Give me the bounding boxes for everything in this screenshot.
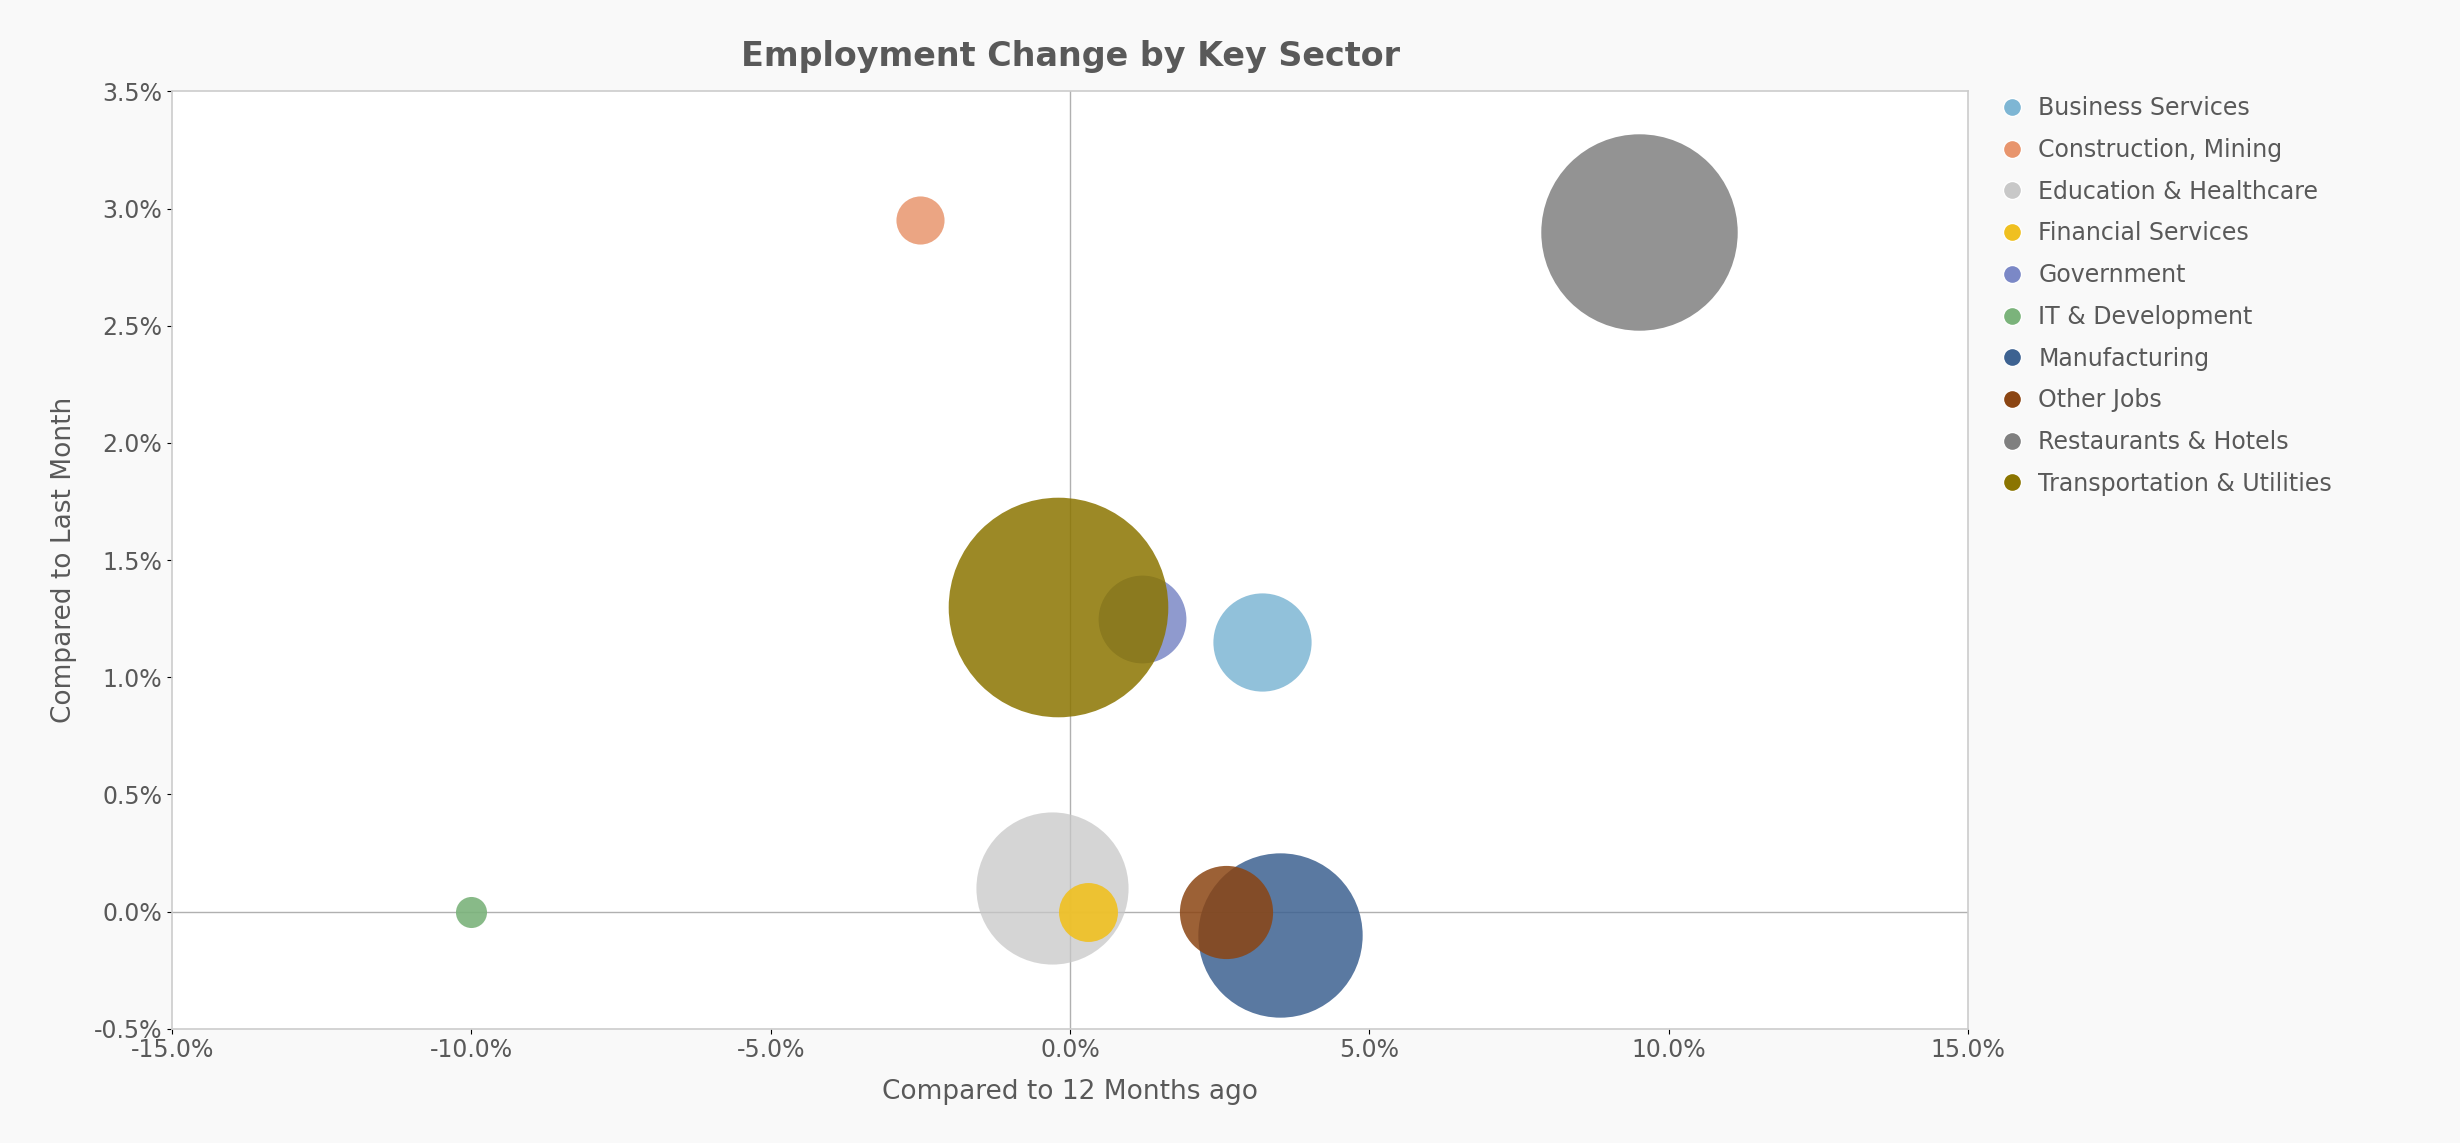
Point [1242, 633, 1282, 652]
Point [1122, 609, 1161, 628]
Point [1068, 903, 1107, 921]
Title: Employment Change by Key Sector: Employment Change by Key Sector [740, 40, 1400, 73]
Point [1260, 926, 1299, 944]
Point [1205, 903, 1245, 921]
Point [1619, 223, 1658, 241]
Point [900, 211, 940, 230]
Y-axis label: Compared to Last Month: Compared to Last Month [52, 397, 76, 724]
Point [1033, 879, 1073, 897]
X-axis label: Compared to 12 Months ago: Compared to 12 Months ago [883, 1079, 1257, 1105]
Point [453, 903, 492, 921]
Legend: Business Services, Construction, Mining, Education & Healthcare, Financial Servi: Business Services, Construction, Mining,… [1988, 85, 2344, 507]
Point [1038, 598, 1077, 616]
